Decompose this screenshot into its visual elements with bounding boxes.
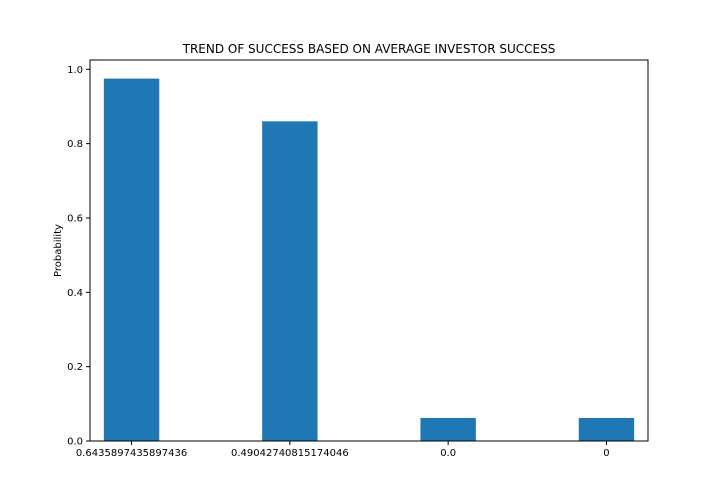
bars-group [103, 78, 635, 441]
bar-2 [420, 417, 476, 441]
y-tick-label: 0.6 [67, 213, 83, 224]
plot-area-frame [89, 59, 649, 442]
y-axis-label: Probability [53, 224, 64, 277]
x-axis-ticks: 0.6435897435897436 0.49042740815174046 0.0… [76, 441, 610, 459]
y-tick-label: 0.4 [67, 288, 83, 299]
y-axis-ticks: 0.0 0.2 0.4 0.6 0.8 1.0 [67, 65, 90, 448]
y-tick-label: 0.0 [67, 437, 83, 448]
chart-title: TREND OF SUCCESS BASED ON AVERAGE INVEST… [182, 42, 556, 56]
x-tick-label: 0.49042740815174046 [231, 448, 349, 459]
x-tick-label: 0 [603, 448, 609, 459]
x-tick-label: 0.6435897435897436 [76, 448, 187, 459]
y-tick-label: 0.8 [67, 139, 83, 150]
x-tick-label: 0.0 [440, 448, 456, 459]
y-tick-label: 0.2 [67, 362, 83, 373]
bar-3 [578, 417, 635, 441]
bar-1 [262, 121, 318, 441]
bar-0 [103, 78, 160, 441]
y-tick-label: 1.0 [67, 65, 83, 76]
